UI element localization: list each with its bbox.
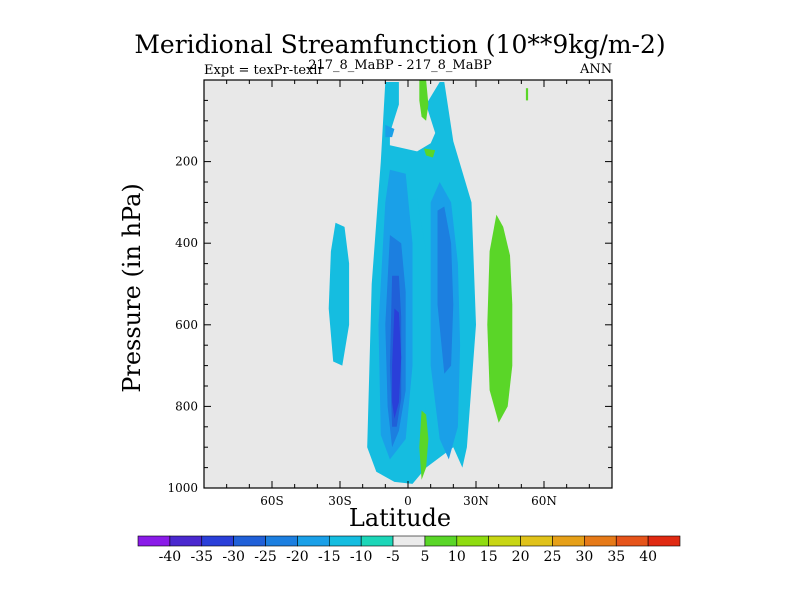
y-tick-label: 600	[175, 318, 198, 332]
contour-region-11	[419, 80, 429, 121]
contour-region-1	[328, 222, 350, 366]
y-tick-label: 400	[175, 236, 198, 250]
contour-fills	[328, 80, 529, 484]
chart-title: Meridional Streamfunction (10**9kg/m-2)	[134, 30, 666, 59]
colorbar-box-7	[328, 535, 362, 547]
colorbar-box-9	[392, 535, 426, 547]
contour-region-6	[385, 124, 395, 138]
colorbar-box-14	[552, 535, 585, 547]
colorbar-box-3	[201, 535, 234, 547]
colorbar-box-1	[137, 535, 171, 547]
y-tick-label: 200	[175, 155, 198, 169]
x-tick-label: 0	[404, 494, 412, 508]
x-tick-label: 60S	[260, 494, 284, 508]
colorbar-label: -10	[350, 549, 373, 565]
contour-region-15	[525, 88, 529, 101]
colorbar-label: 30	[575, 549, 593, 565]
contour-region-13	[487, 214, 513, 423]
period-label: 217_8_MaBP - 217_8_MaBP	[308, 58, 492, 73]
colorbar-box-11	[456, 535, 490, 547]
x-tick-label: 30S	[328, 494, 352, 508]
colorbar-label: -35	[190, 549, 213, 565]
colorbar-box-13	[520, 535, 553, 547]
colorbar-box-6	[297, 535, 330, 547]
season-label: ANN	[580, 62, 613, 77]
y-tick-label: 800	[175, 399, 198, 413]
colorbar-label: 35	[607, 549, 625, 565]
x-axis-label: Latitude	[348, 504, 452, 532]
colorbar-label: 25	[544, 549, 562, 565]
colorbar-box-16	[615, 535, 649, 547]
contour-region-14	[419, 410, 429, 480]
experiment-label: Expt = texPr-texlr	[204, 63, 324, 78]
colorbar-label: 5	[420, 549, 429, 565]
contour-region-8	[437, 206, 454, 374]
colorbar-label: 20	[512, 549, 530, 565]
colorbar-box-4	[233, 535, 266, 547]
colorbar-label: 10	[448, 549, 466, 565]
colorbar-box-2	[169, 535, 203, 547]
colorbar-label: -40	[159, 549, 182, 565]
colorbar-box-17	[647, 535, 681, 547]
colorbar-label: -15	[318, 549, 341, 565]
colorbar-label: 15	[480, 549, 498, 565]
contour-region-10	[392, 308, 402, 419]
colorbar-label: -20	[286, 549, 309, 565]
colorbar-label: -25	[254, 549, 277, 565]
colorbar-box-5	[265, 535, 298, 547]
contour-region-12	[423, 148, 436, 158]
colorbar-box-12	[488, 535, 521, 547]
colorbar-box-10	[424, 535, 458, 547]
colorbar-box-8	[360, 535, 394, 547]
colorbar-label: -5	[386, 549, 400, 565]
x-tick-label: 60N	[531, 494, 557, 508]
colorbar-label: 40	[639, 549, 657, 565]
colorbar-box-15	[584, 535, 617, 547]
x-tick-label: 30N	[463, 494, 489, 508]
y-tick-label: 1000	[167, 481, 198, 495]
colorbar-label: -30	[222, 549, 245, 565]
